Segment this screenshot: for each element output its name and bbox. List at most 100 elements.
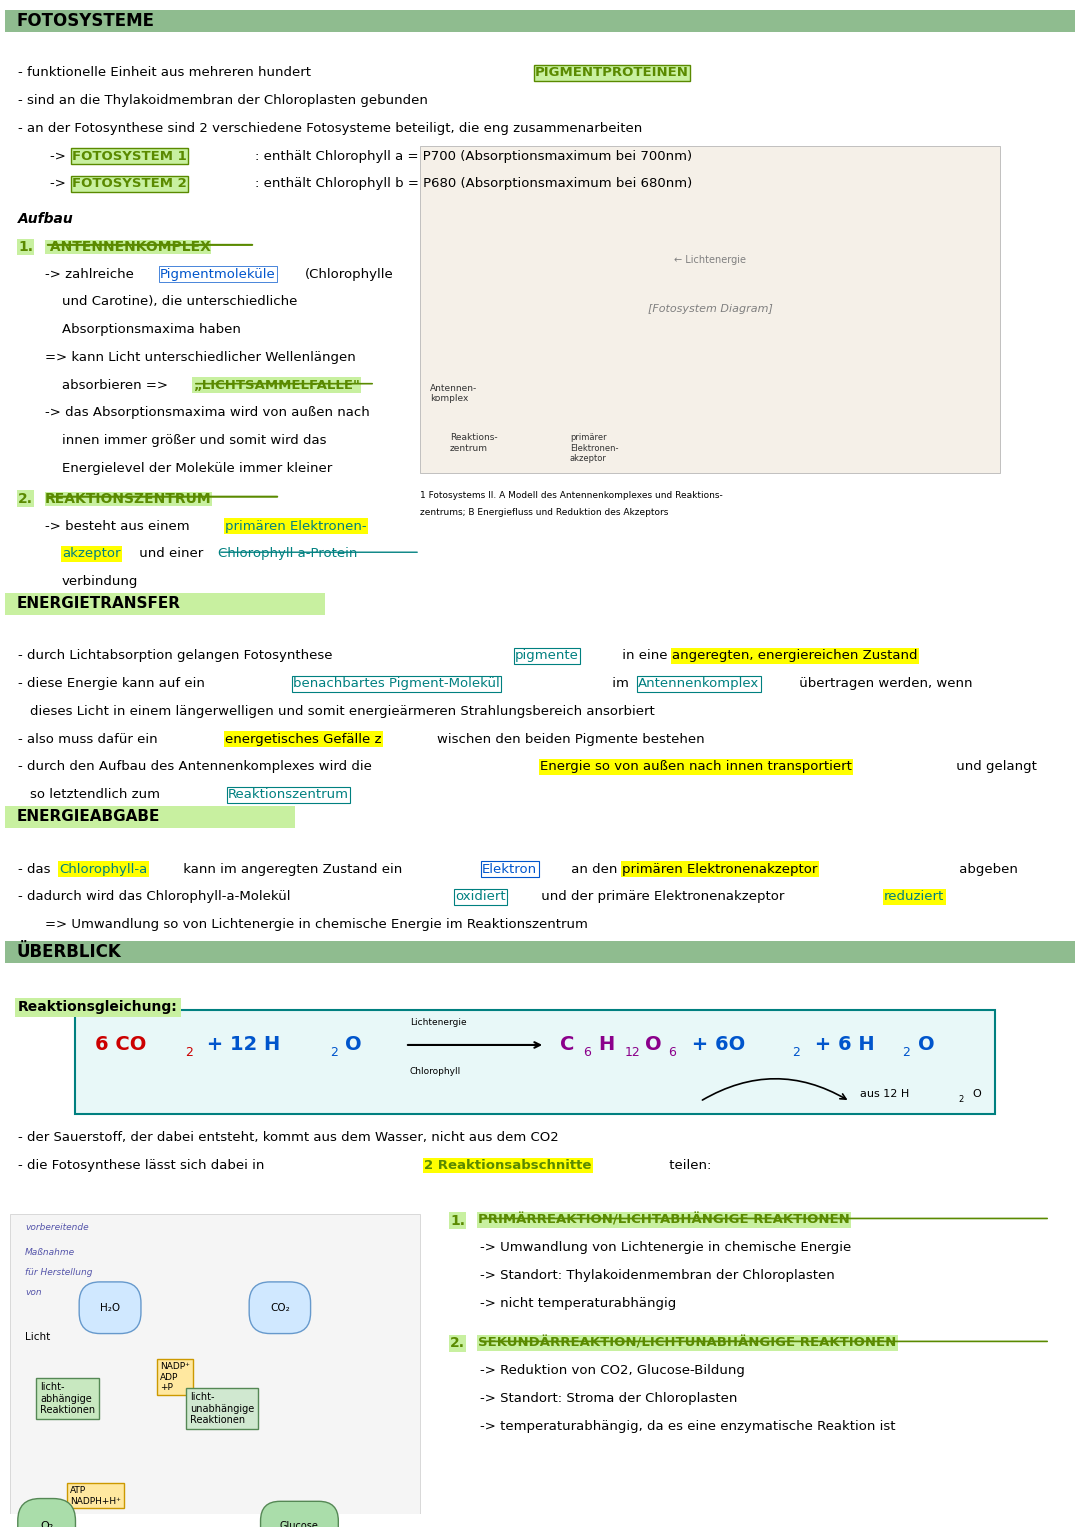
Text: FOTOSYSTEM 1: FOTOSYSTEM 1	[72, 150, 187, 163]
FancyBboxPatch shape	[10, 1214, 420, 1527]
Text: - die Fotosynthese lässt sich dabei in: - die Fotosynthese lässt sich dabei in	[18, 1159, 269, 1173]
Text: Elektron: Elektron	[482, 863, 537, 875]
Text: reduziert: reduziert	[885, 890, 944, 904]
Text: - sind an die Thylakoidmembran der Chloroplasten gebunden: - sind an die Thylakoidmembran der Chlor…	[18, 95, 428, 107]
Text: energetisches Gefälle z: energetisches Gefälle z	[225, 733, 381, 745]
Text: 1 Fotosystems II. A Modell des Antennenkomplexes und Reaktions-: 1 Fotosystems II. A Modell des Antennenk…	[420, 490, 723, 499]
Text: + 12 H: + 12 H	[200, 1035, 280, 1055]
Text: in eine: in eine	[618, 649, 672, 663]
Text: Antennenkomplex: Antennenkomplex	[638, 676, 759, 690]
Text: -> temperaturabhängig, da es eine enzymatische Reaktion ist: -> temperaturabhängig, da es eine enzyma…	[480, 1420, 895, 1432]
Text: O₂: O₂	[40, 1521, 53, 1527]
Text: - der Sauerstoff, der dabei entsteht, kommt aus dem Wasser, nicht aus dem CO2: - der Sauerstoff, der dabei entsteht, ko…	[18, 1132, 558, 1144]
Text: 2: 2	[902, 1046, 909, 1060]
Text: abgeben: abgeben	[955, 863, 1017, 875]
Text: ← Lichtenergie: ← Lichtenergie	[674, 255, 746, 264]
Text: : enthält Chlorophyll b = P680 (Absorptionsmaximum bei 680nm): : enthält Chlorophyll b = P680 (Absorpti…	[255, 177, 692, 191]
Text: und Carotine), die unterschiedliche: und Carotine), die unterschiedliche	[62, 295, 297, 308]
Text: -> Standort: Thylakoidenmembran der Chloroplasten: -> Standort: Thylakoidenmembran der Chlo…	[480, 1269, 835, 1283]
Text: Antennen-
komplex: Antennen- komplex	[430, 383, 477, 403]
Text: Glucose: Glucose	[280, 1521, 319, 1527]
Text: 2.: 2.	[18, 492, 33, 505]
Text: C: C	[561, 1035, 575, 1055]
Text: teilen:: teilen:	[665, 1159, 712, 1173]
Text: NADP⁺
ADP
+P: NADP⁺ ADP +P	[160, 1362, 190, 1393]
Text: - funktionelle Einheit aus mehreren hundert: - funktionelle Einheit aus mehreren hund…	[18, 67, 315, 79]
Text: -> das Absorptionsmaxima wird von außen nach: -> das Absorptionsmaxima wird von außen …	[45, 406, 369, 420]
Text: oxidiert: oxidiert	[455, 890, 505, 904]
Text: ENERGIETRANSFER: ENERGIETRANSFER	[17, 596, 181, 611]
Text: für Herstellung: für Herstellung	[25, 1267, 93, 1277]
Text: ENERGIEABGABE: ENERGIEABGABE	[17, 809, 160, 825]
Text: absorbieren =>: absorbieren =>	[62, 379, 172, 392]
Text: 2 Reaktionsabschnitte: 2 Reaktionsabschnitte	[424, 1159, 592, 1173]
Text: REAKTIONSZENTRUM: REAKTIONSZENTRUM	[45, 492, 212, 505]
Text: -> besteht aus einem: -> besteht aus einem	[45, 519, 194, 533]
Text: O: O	[345, 1035, 368, 1055]
Text: O: O	[972, 1089, 981, 1099]
Text: primärer
Elektronen-
akzeptor: primärer Elektronen- akzeptor	[570, 434, 619, 463]
FancyBboxPatch shape	[75, 1011, 995, 1115]
Text: Lichtenergie: Lichtenergie	[410, 1019, 467, 1028]
Text: => Umwandlung so von Lichtenergie in chemische Energie im Reaktionszentrum: => Umwandlung so von Lichtenergie in che…	[45, 918, 588, 931]
Text: von: von	[25, 1287, 42, 1296]
Text: innen immer größer und somit wird das: innen immer größer und somit wird das	[62, 434, 326, 447]
FancyBboxPatch shape	[5, 9, 1075, 32]
Text: vorbereitende: vorbereitende	[25, 1223, 89, 1232]
Text: Reaktionszentrum: Reaktionszentrum	[228, 788, 349, 802]
Text: an den: an den	[567, 863, 622, 875]
Text: Absorptionsmaxima haben: Absorptionsmaxima haben	[62, 324, 241, 336]
Text: licht-
abhängige
Reaktionen: licht- abhängige Reaktionen	[40, 1382, 95, 1416]
Text: - das: - das	[18, 863, 55, 875]
Text: PIGMENTPROTEINEN: PIGMENTPROTEINEN	[535, 67, 689, 79]
Text: (Chlorophylle: (Chlorophylle	[305, 267, 394, 281]
Text: FOTOSYSTEM 2: FOTOSYSTEM 2	[72, 177, 187, 191]
Text: angeregten, energiereichen Zustand: angeregten, energiereichen Zustand	[672, 649, 918, 663]
Text: 6 CO: 6 CO	[95, 1035, 147, 1055]
Text: => kann Licht unterschiedlicher Wellenlängen: => kann Licht unterschiedlicher Wellenlä…	[45, 351, 355, 363]
Text: + 6O: + 6O	[685, 1035, 745, 1055]
Text: - an der Fotosynthese sind 2 verschiedene Fotosysteme beteiligt, die eng zusamme: - an der Fotosynthese sind 2 verschieden…	[18, 122, 643, 134]
Text: licht-
unabhängige
Reaktionen: licht- unabhängige Reaktionen	[190, 1393, 254, 1425]
Text: ->: ->	[50, 150, 70, 163]
Text: -> Standort: Stroma der Chloroplasten: -> Standort: Stroma der Chloroplasten	[480, 1393, 738, 1405]
Text: ATP
NADPH+H⁺: ATP NADPH+H⁺	[70, 1486, 121, 1506]
Text: 2.: 2.	[450, 1336, 465, 1350]
FancyBboxPatch shape	[5, 592, 325, 615]
Text: - also muss dafür ein: - also muss dafür ein	[18, 733, 162, 745]
Text: dieses Licht in einem längerwelligen und somit energieärmeren Strahlungsbereich : dieses Licht in einem längerwelligen und…	[30, 705, 654, 718]
Text: O: O	[645, 1035, 662, 1055]
Text: ->: ->	[50, 177, 70, 191]
Text: 6: 6	[669, 1046, 676, 1060]
Text: kann im angeregten Zustand ein: kann im angeregten Zustand ein	[179, 863, 406, 875]
Text: O: O	[918, 1035, 934, 1055]
Text: + 6 H: + 6 H	[808, 1035, 875, 1055]
Text: Reaktions-
zentrum: Reaktions- zentrum	[450, 434, 498, 454]
Text: und einer: und einer	[135, 547, 207, 560]
Text: Energie so von außen nach innen transportiert: Energie so von außen nach innen transpor…	[540, 760, 852, 773]
Text: 6: 6	[583, 1046, 591, 1060]
Text: wischen den beiden Pigmente bestehen: wischen den beiden Pigmente bestehen	[437, 733, 704, 745]
Text: Maßnahme: Maßnahme	[25, 1248, 76, 1257]
Text: - diese Energie kann auf ein: - diese Energie kann auf ein	[18, 676, 210, 690]
Text: - durch den Aufbau des Antennenkomplexes wird die: - durch den Aufbau des Antennenkomplexes…	[18, 760, 376, 773]
Text: Reaktionsgleichung:: Reaktionsgleichung:	[18, 1000, 178, 1014]
Text: - dadurch wird das Chlorophyll-a-Molekül: - dadurch wird das Chlorophyll-a-Molekül	[18, 890, 295, 904]
Text: 2: 2	[330, 1046, 338, 1060]
FancyBboxPatch shape	[420, 145, 1000, 473]
Text: 2: 2	[185, 1046, 193, 1060]
Text: im: im	[608, 676, 633, 690]
Text: 12: 12	[625, 1046, 640, 1060]
Text: aus 12 H: aus 12 H	[860, 1089, 909, 1099]
Text: 2: 2	[792, 1046, 800, 1060]
Text: ÜBERBLICK: ÜBERBLICK	[17, 942, 122, 960]
Text: Licht: Licht	[25, 1333, 51, 1342]
Text: pigmente: pigmente	[515, 649, 579, 663]
Text: Chlorophyll-a: Chlorophyll-a	[59, 863, 147, 875]
Text: Energielevel der Moleküle immer kleiner: Energielevel der Moleküle immer kleiner	[62, 463, 333, 475]
Text: Chlorophyll a-Protein: Chlorophyll a-Protein	[218, 547, 357, 560]
Text: - durch Lichtabsorption gelangen Fotosynthese: - durch Lichtabsorption gelangen Fotosyn…	[18, 649, 333, 663]
Text: H₂O: H₂O	[100, 1303, 120, 1313]
Text: 2: 2	[958, 1095, 963, 1104]
Text: primären Elektronenakzeptor: primären Elektronenakzeptor	[622, 863, 818, 875]
